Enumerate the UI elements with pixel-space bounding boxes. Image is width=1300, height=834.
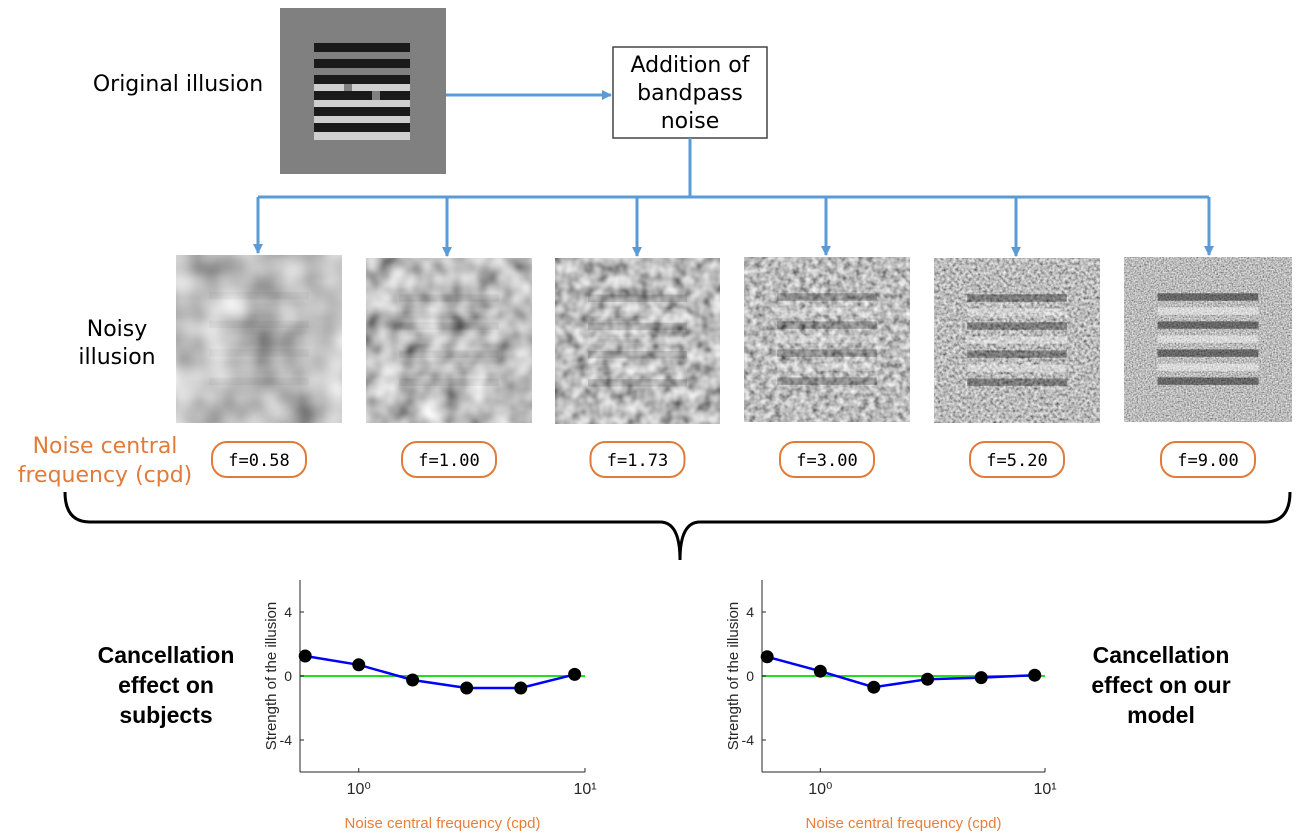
stripe xyxy=(967,322,1067,329)
stripe xyxy=(209,306,309,314)
frequency-tag: f=3.00 xyxy=(796,451,857,471)
stripe xyxy=(399,336,499,343)
stripe xyxy=(777,363,877,370)
data-point xyxy=(568,668,581,681)
data-point xyxy=(921,673,934,686)
stripe xyxy=(399,364,499,371)
stripe xyxy=(399,378,499,385)
stripe xyxy=(1158,377,1259,384)
data-point xyxy=(1028,669,1041,682)
data-point xyxy=(299,650,312,663)
original-label: Original illusion xyxy=(60,72,296,97)
stripe xyxy=(209,335,309,343)
y-tick-label: 0 xyxy=(284,668,292,684)
stripe xyxy=(1158,349,1259,356)
stripe xyxy=(588,365,687,372)
data-point xyxy=(814,665,827,678)
process-box-label: Addition of bandpass noise xyxy=(616,52,764,136)
frequency-label: Noise central frequency (cpd) xyxy=(10,432,200,490)
stripe xyxy=(209,292,309,300)
y-tick-label: 4 xyxy=(284,604,292,620)
stripe xyxy=(777,377,877,384)
data-line xyxy=(305,656,574,688)
stripe xyxy=(1158,293,1259,300)
brace xyxy=(65,492,1290,560)
stripe xyxy=(967,350,1067,357)
stripe xyxy=(399,308,499,315)
y-axis-label: Strength of the illusion xyxy=(725,602,742,750)
x-axis-label: Noise central frequency (cpd) xyxy=(345,815,541,832)
original-illusion-image xyxy=(280,8,446,174)
y-tick-label: -4 xyxy=(280,732,293,748)
stripe xyxy=(588,295,687,302)
stripe xyxy=(1158,321,1259,328)
stripe xyxy=(777,349,877,356)
stripe xyxy=(967,308,1067,315)
result-label: Cancellation effect on our model xyxy=(1071,640,1251,730)
y-tick-label: 0 xyxy=(746,668,754,684)
stripe xyxy=(967,378,1067,385)
data-point xyxy=(975,671,988,684)
stripe xyxy=(588,351,687,358)
stripe xyxy=(777,335,877,342)
x-tick-label: 10⁰ xyxy=(808,781,832,798)
noisy-illusion-image xyxy=(744,257,910,422)
data-point xyxy=(352,658,365,671)
data-point xyxy=(514,682,527,695)
x-tick-label: 10⁰ xyxy=(347,781,371,798)
stripe xyxy=(777,307,877,314)
data-point xyxy=(867,681,880,694)
stripe xyxy=(399,350,499,357)
noisy-illusion-image xyxy=(555,258,720,424)
noisy-label: Noisy illusion xyxy=(62,316,172,372)
stripe xyxy=(588,337,687,344)
data-point xyxy=(761,650,774,663)
stripe xyxy=(209,363,309,371)
stripe xyxy=(209,378,309,386)
y-axis-label: Strength of the illusion xyxy=(263,602,280,750)
stripe xyxy=(967,294,1067,301)
data-point xyxy=(406,674,419,687)
y-tick-label: 4 xyxy=(746,604,754,620)
frequency-tag: f=1.00 xyxy=(418,451,479,471)
data-point xyxy=(460,682,473,695)
stripe xyxy=(1158,335,1259,342)
stripe xyxy=(209,349,309,357)
result-label: Cancellation effect on subjects xyxy=(76,640,256,730)
frequency-tag: f=1.73 xyxy=(607,451,668,471)
x-tick-label: 10¹ xyxy=(573,781,596,798)
stripe xyxy=(399,322,499,329)
stripe xyxy=(588,323,687,330)
noisy-illusion-image xyxy=(366,258,532,423)
chart: -4 0 4 10⁰ 10¹ Noise central frequency (cpd) S… xyxy=(263,580,597,832)
stripe xyxy=(967,364,1067,371)
data-line xyxy=(767,657,1035,687)
y-tick-label: -4 xyxy=(742,732,755,748)
stripe xyxy=(1158,307,1259,314)
stripe xyxy=(777,293,877,300)
stripe xyxy=(1158,363,1259,370)
stripe xyxy=(777,321,877,328)
stripe xyxy=(209,321,309,329)
figure: f=0.58 f=1.00 f=1.73 f=3.00 f=5.20 f=9.00 -4 0 4… xyxy=(0,0,1300,834)
stripe xyxy=(967,336,1067,343)
stripe xyxy=(399,294,499,301)
chart: -4 0 4 10⁰ 10¹ Noise central frequency (cpd) S… xyxy=(725,580,1057,832)
noisy-illusion-image xyxy=(176,255,342,423)
x-tick-label: 10¹ xyxy=(1033,781,1056,798)
frequency-tag: f=0.58 xyxy=(228,451,289,471)
stripe xyxy=(588,309,687,316)
noisy-illusion-image xyxy=(934,258,1100,423)
noisy-illusion-image xyxy=(1124,257,1292,422)
stripe xyxy=(588,379,687,386)
frequency-tag: f=9.00 xyxy=(1177,451,1238,471)
x-axis-label: Noise central frequency (cpd) xyxy=(806,815,1002,832)
frequency-tag: f=5.20 xyxy=(986,451,1047,471)
